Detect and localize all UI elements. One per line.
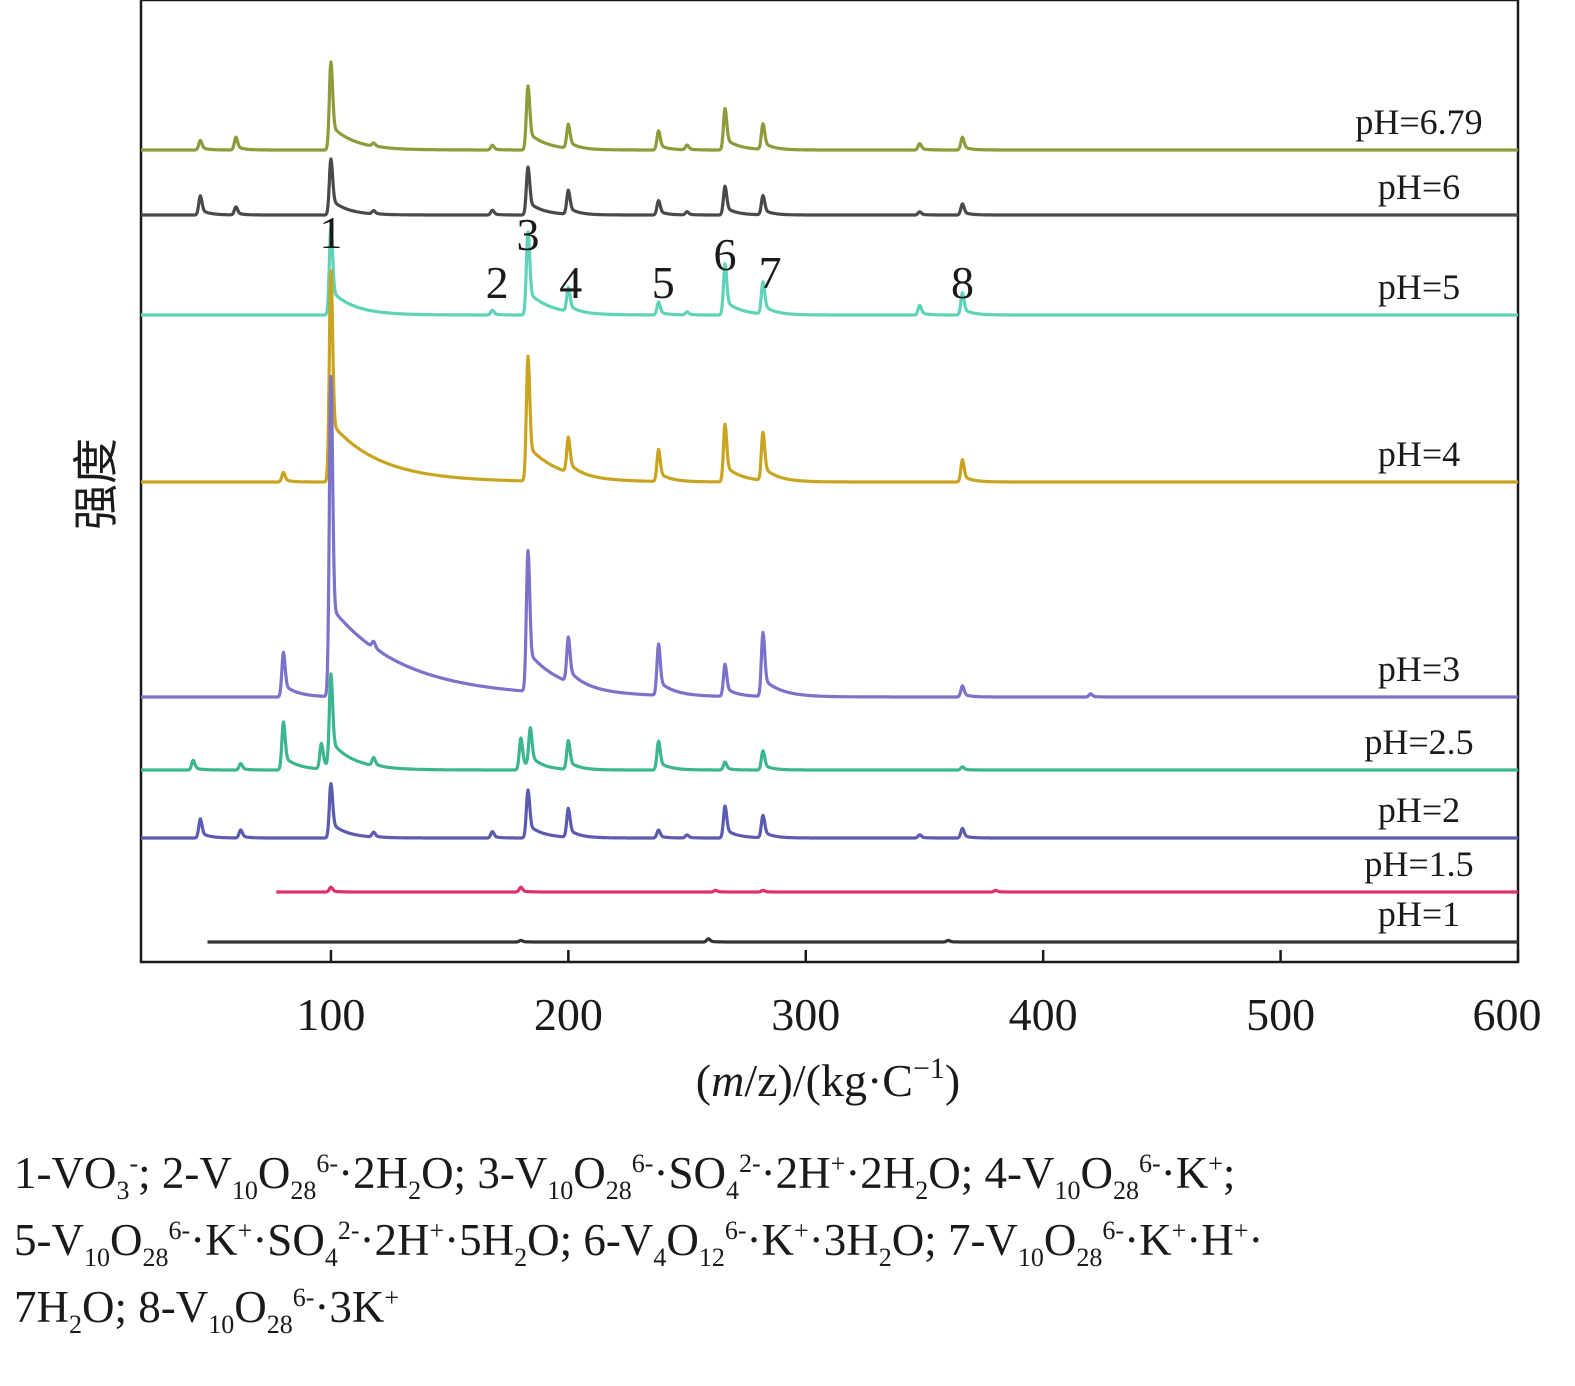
x-tick-label-500: 500 [1246, 989, 1315, 1040]
legend-line-3: 7H2O; 8-V10O286-·3K+ [14, 1282, 400, 1339]
series-layer [140, 60, 1520, 944]
series-label-pH=1: pH=1 [1378, 894, 1460, 934]
peak-label-layer: 1 234 56 7 8 [319, 207, 974, 308]
series-line-pH=4 [140, 269, 1520, 484]
series-line-pH=2.5 [140, 672, 1520, 772]
series-line-pH=5 [140, 225, 1520, 317]
peak-label-5: 5 [652, 257, 675, 308]
series-label-pH=5: pH=5 [1378, 267, 1460, 307]
series-label-pH=4: pH=4 [1378, 434, 1460, 474]
series-line-pH=2 [140, 781, 1520, 840]
legend-line-1: 1-VO3-; 2-V10O286-·2H2O; 3-V10O286-·SO42… [14, 1148, 1236, 1205]
x-axis-title: (m/z)/(kg·C−1) [696, 1052, 960, 1106]
mass-spectrum-chart: pH=6.79 pH=6 pH=5 pH=4 pH=3 pH=2.5 pH=2 pH=1.5 p… [71, 0, 1542, 1106]
peak-label-8: 8 [951, 257, 974, 308]
peak-label-1: 1 [319, 207, 342, 258]
peak-label-3: 3 [517, 209, 540, 260]
legend-line-2: 5-V10O286-·K+·SO42-·2H+·5H2O; 6-V4O126-·… [14, 1215, 1264, 1272]
peak-label-7: 7 [759, 247, 782, 298]
series-label-pH=6: pH=6 [1378, 167, 1460, 207]
x-tick-label-100: 100 [296, 989, 365, 1040]
ph-label-layer: pH=6.79 pH=6 pH=5 pH=4 pH=3 pH=2.5 pH=2 pH=1.5 p… [1355, 102, 1482, 934]
peak-label-4: 4 [559, 257, 582, 308]
series-line-pH=3 [140, 375, 1520, 699]
series-line-pH=6.79 [140, 60, 1520, 152]
x-tick-label-600: 600 [1473, 989, 1542, 1040]
series-label-pH=6.79: pH=6.79 [1355, 102, 1482, 142]
x-axis-ticks: 100 200 300 400 500 600 [296, 950, 1542, 1040]
x-tick-label-300: 300 [771, 989, 840, 1040]
y-axis-title: 强度 [71, 438, 122, 530]
x-tick-label-400: 400 [1009, 989, 1078, 1040]
species-legend: 1-VO3-; 2-V10O286-·2H2O; 3-V10O286-·SO42… [14, 1140, 1559, 1341]
series-line-pH=1.5 [275, 885, 1520, 894]
series-line-pH=6 [140, 157, 1520, 217]
x-tick-label-200: 200 [534, 989, 603, 1040]
peak-label-2: 2 [486, 257, 509, 308]
series-label-pH=2.5: pH=2.5 [1364, 722, 1473, 762]
series-label-pH=3: pH=3 [1378, 649, 1460, 689]
series-label-pH=1.5: pH=1.5 [1364, 844, 1473, 884]
series-label-pH=2: pH=2 [1378, 790, 1460, 830]
peak-label-6: 6 [714, 229, 737, 280]
series-line-pH=1 [206, 937, 1520, 944]
